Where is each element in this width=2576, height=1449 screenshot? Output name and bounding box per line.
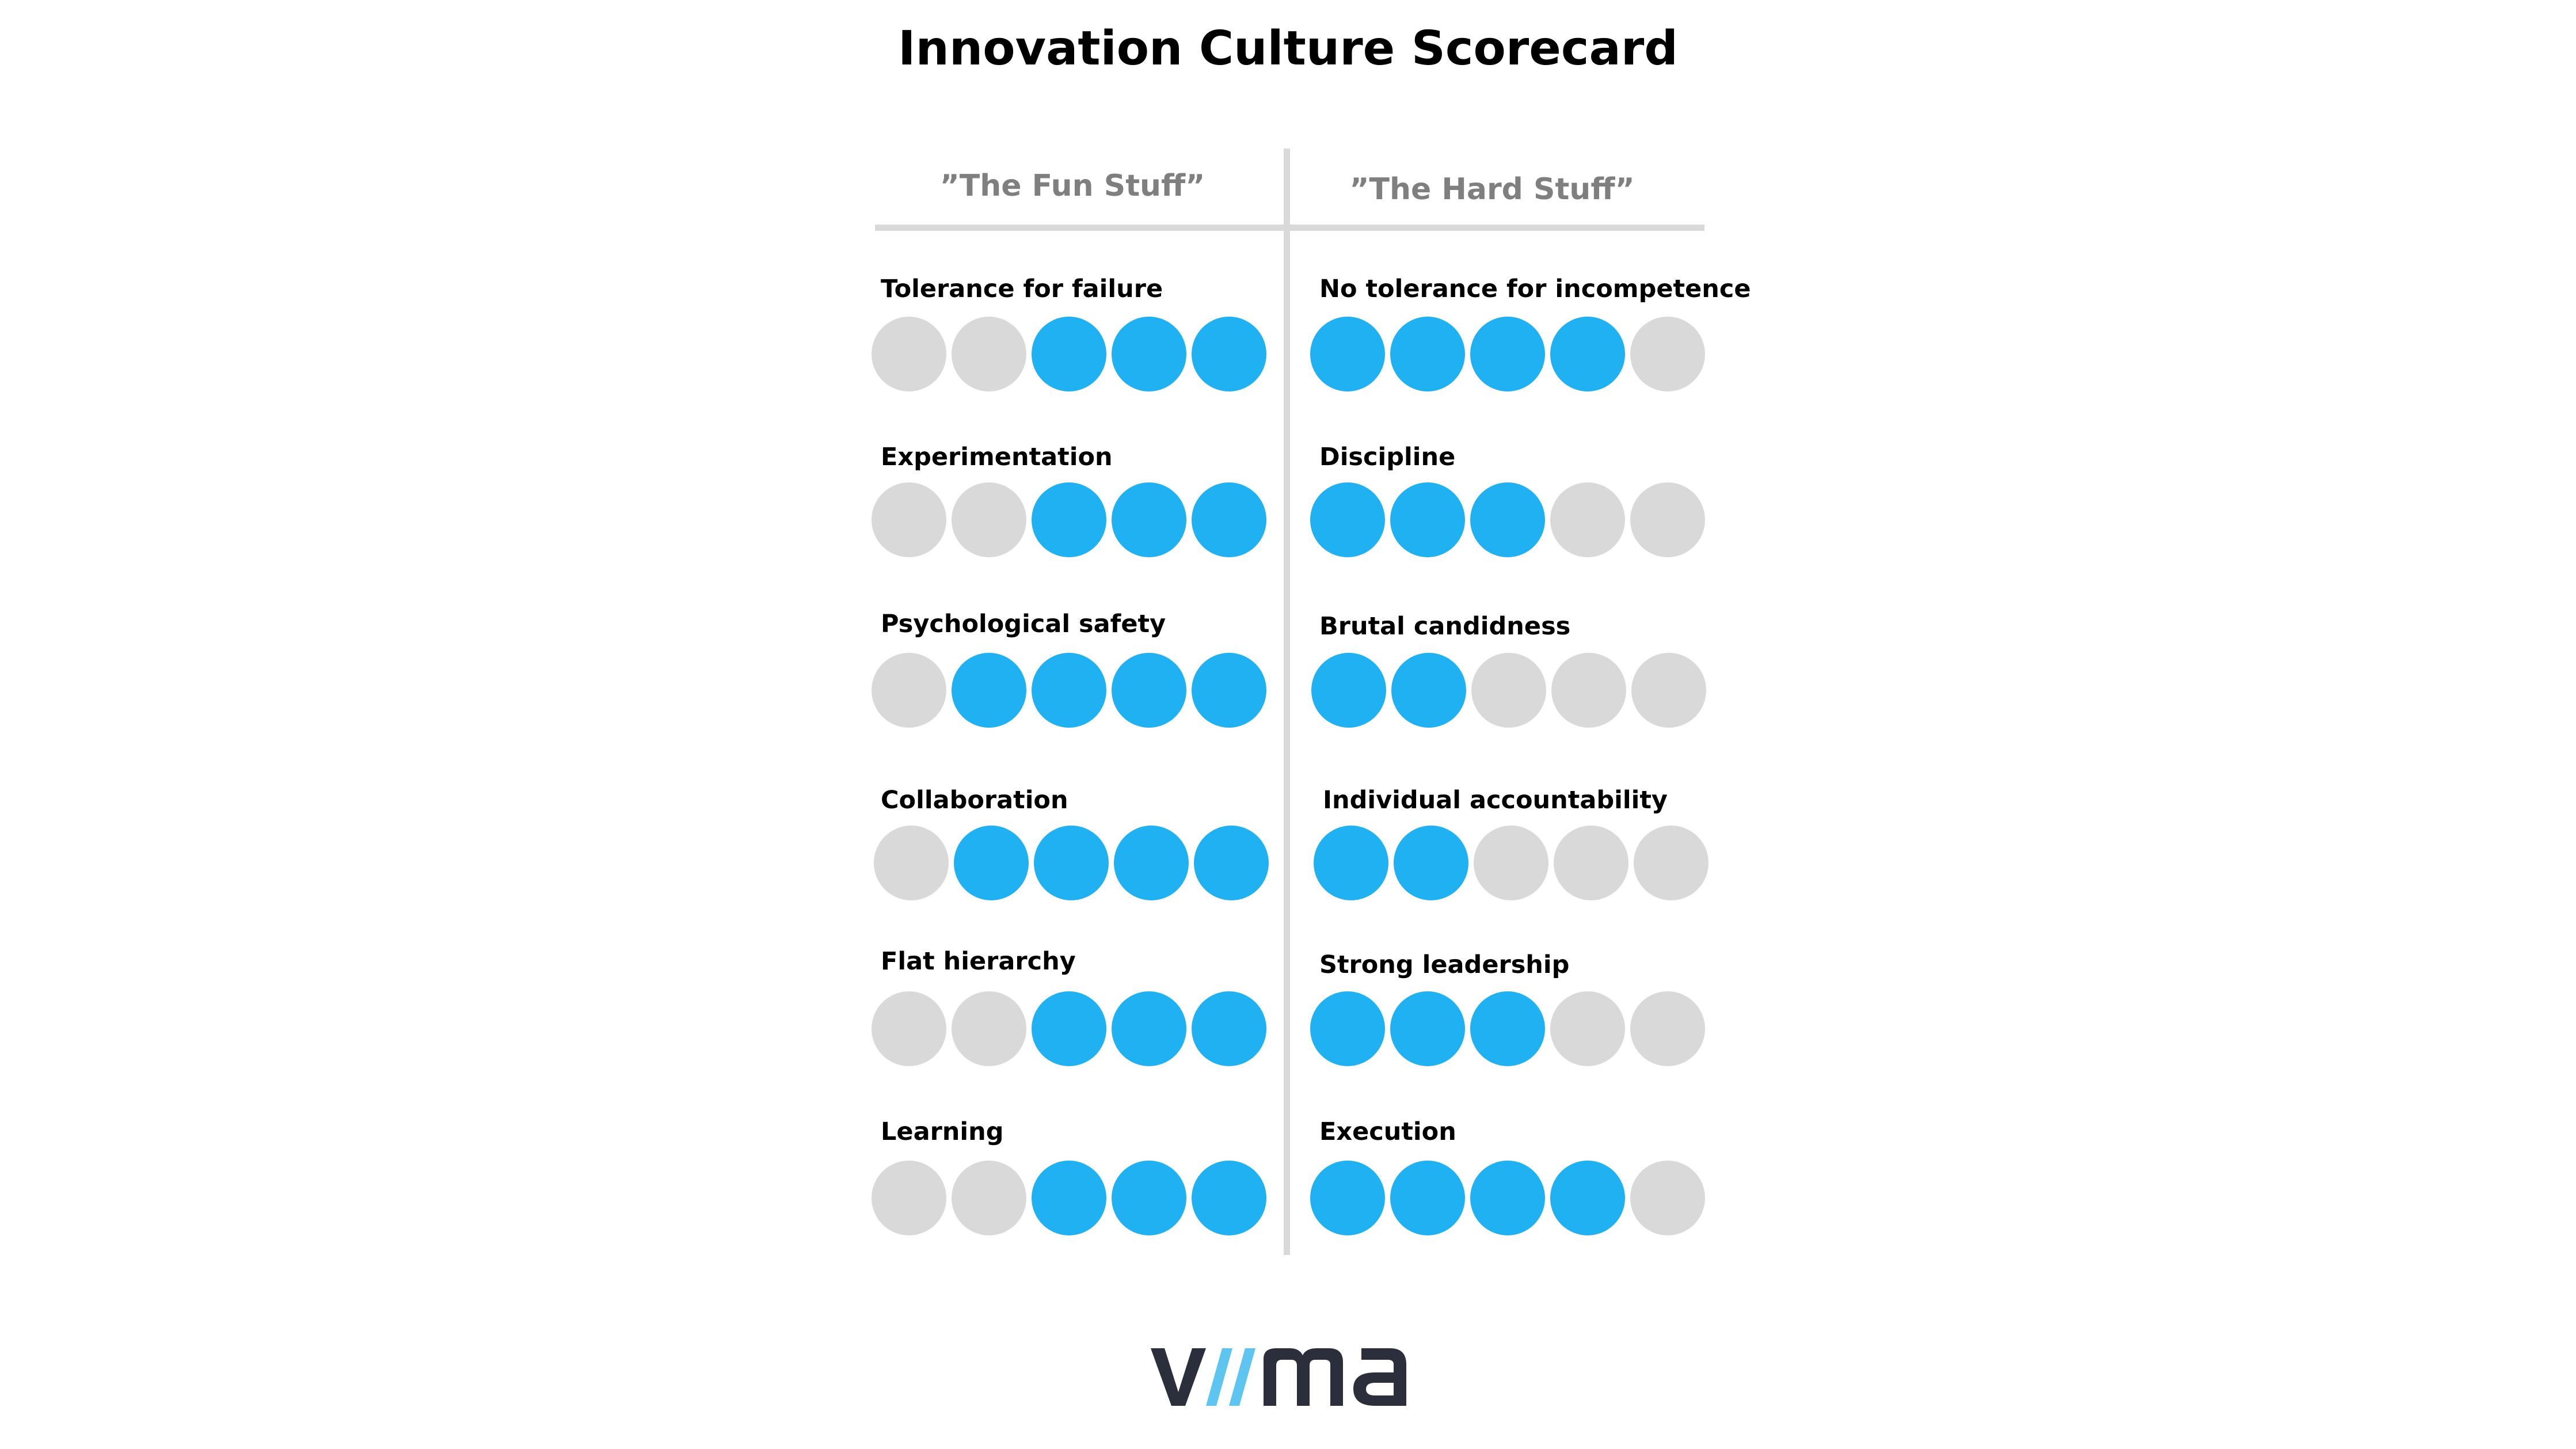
score-dot-empty — [872, 317, 946, 391]
score-dot-filled — [1112, 317, 1186, 391]
score-dot-empty — [872, 1161, 946, 1235]
score-dot-empty — [952, 317, 1026, 391]
score-dot-filled — [1112, 991, 1186, 1066]
score-dot-filled — [1114, 826, 1189, 900]
score-dot-empty — [1474, 826, 1548, 900]
score-dot-empty — [1550, 991, 1625, 1066]
criterion-label: Experimentation — [881, 443, 1113, 471]
score-dot-empty — [1471, 653, 1546, 728]
logo-a — [1353, 1348, 1406, 1406]
score-dot-empty — [872, 482, 946, 557]
score-dot-filled — [1550, 1161, 1625, 1235]
score-dot-empty — [874, 826, 949, 900]
score-dot-filled — [1032, 317, 1106, 391]
page-title: Innovation Culture Scorecard — [898, 21, 1678, 76]
score-dot-filled — [1112, 1161, 1186, 1235]
score-dot-filled — [1032, 1161, 1106, 1235]
criterion-label: Collaboration — [881, 786, 1068, 815]
header-divider-right — [1290, 225, 1704, 231]
score-dot-filled — [1470, 317, 1545, 391]
column-divider — [1284, 149, 1290, 1255]
score-dot-filled — [1192, 1161, 1266, 1235]
score-dot-filled — [1192, 991, 1266, 1066]
score-dot-empty — [952, 482, 1026, 557]
criterion-label: No tolerance for incompetence — [1319, 275, 1751, 303]
score-dot-filled — [1470, 482, 1545, 557]
criterion-label: Tolerance for failure — [881, 275, 1163, 303]
logo-v — [1151, 1348, 1206, 1406]
criterion-label: Psychological safety — [881, 610, 1166, 638]
score-dot-filled — [1550, 317, 1625, 391]
criterion-label: Discipline — [1319, 443, 1456, 471]
score-dot-empty — [872, 991, 946, 1066]
logo-slash-1 — [1206, 1348, 1232, 1406]
score-dot-empty — [1634, 826, 1709, 900]
score-dot-empty — [1551, 653, 1626, 728]
header-divider-left — [875, 225, 1284, 231]
score-dot-filled — [1470, 1161, 1545, 1235]
criterion-label: Individual accountability — [1323, 786, 1668, 815]
score-dot-empty — [1630, 991, 1705, 1066]
score-dot-filled — [1310, 991, 1385, 1066]
score-dot-filled — [1390, 482, 1465, 557]
logo-m — [1264, 1348, 1343, 1406]
score-dot-empty — [952, 1161, 1026, 1235]
score-dot-empty — [1550, 482, 1625, 557]
score-dot-filled — [1391, 653, 1466, 728]
score-dot-filled — [1112, 653, 1186, 728]
score-dot-filled — [1310, 482, 1385, 557]
score-dot-filled — [1192, 317, 1266, 391]
score-dot-filled — [1032, 482, 1106, 557]
score-dot-filled — [1314, 826, 1388, 900]
score-dot-empty — [1630, 482, 1705, 557]
score-dot-empty — [1554, 826, 1628, 900]
score-dot-filled — [1192, 482, 1266, 557]
column-header-fun: ”The Fun Stuff” — [939, 169, 1205, 203]
score-dot-empty — [1630, 317, 1705, 391]
score-dot-empty — [872, 653, 946, 728]
score-dot-filled — [1390, 991, 1465, 1066]
criterion-label: Strong leadership — [1319, 950, 1570, 979]
score-dot-empty — [1630, 1161, 1705, 1235]
score-dot-filled — [1310, 317, 1385, 391]
score-dot-filled — [1192, 653, 1266, 728]
score-dot-filled — [1034, 826, 1109, 900]
score-dot-filled — [1390, 1161, 1465, 1235]
column-header-hard: ”The Hard Stuff” — [1349, 172, 1635, 207]
visma-logo — [1151, 1348, 1406, 1406]
score-dot-filled — [1311, 653, 1386, 728]
criterion-label: Execution — [1319, 1117, 1456, 1146]
score-dot-filled — [1194, 826, 1269, 900]
score-dot-filled — [1390, 317, 1465, 391]
score-dot-filled — [1310, 1161, 1385, 1235]
score-dot-filled — [1470, 991, 1545, 1066]
score-dot-filled — [1032, 653, 1106, 728]
logo-slash-2 — [1229, 1348, 1255, 1406]
score-dot-filled — [1394, 826, 1468, 900]
criterion-label: Flat hierarchy — [881, 947, 1076, 976]
score-dot-filled — [952, 653, 1026, 728]
score-dot-empty — [952, 991, 1026, 1066]
score-dot-filled — [1112, 482, 1186, 557]
score-dot-filled — [1032, 991, 1106, 1066]
criterion-label: Learning — [881, 1117, 1004, 1146]
score-dot-filled — [954, 826, 1029, 900]
criterion-label: Brutal candidness — [1319, 612, 1571, 641]
score-dot-empty — [1631, 653, 1706, 728]
